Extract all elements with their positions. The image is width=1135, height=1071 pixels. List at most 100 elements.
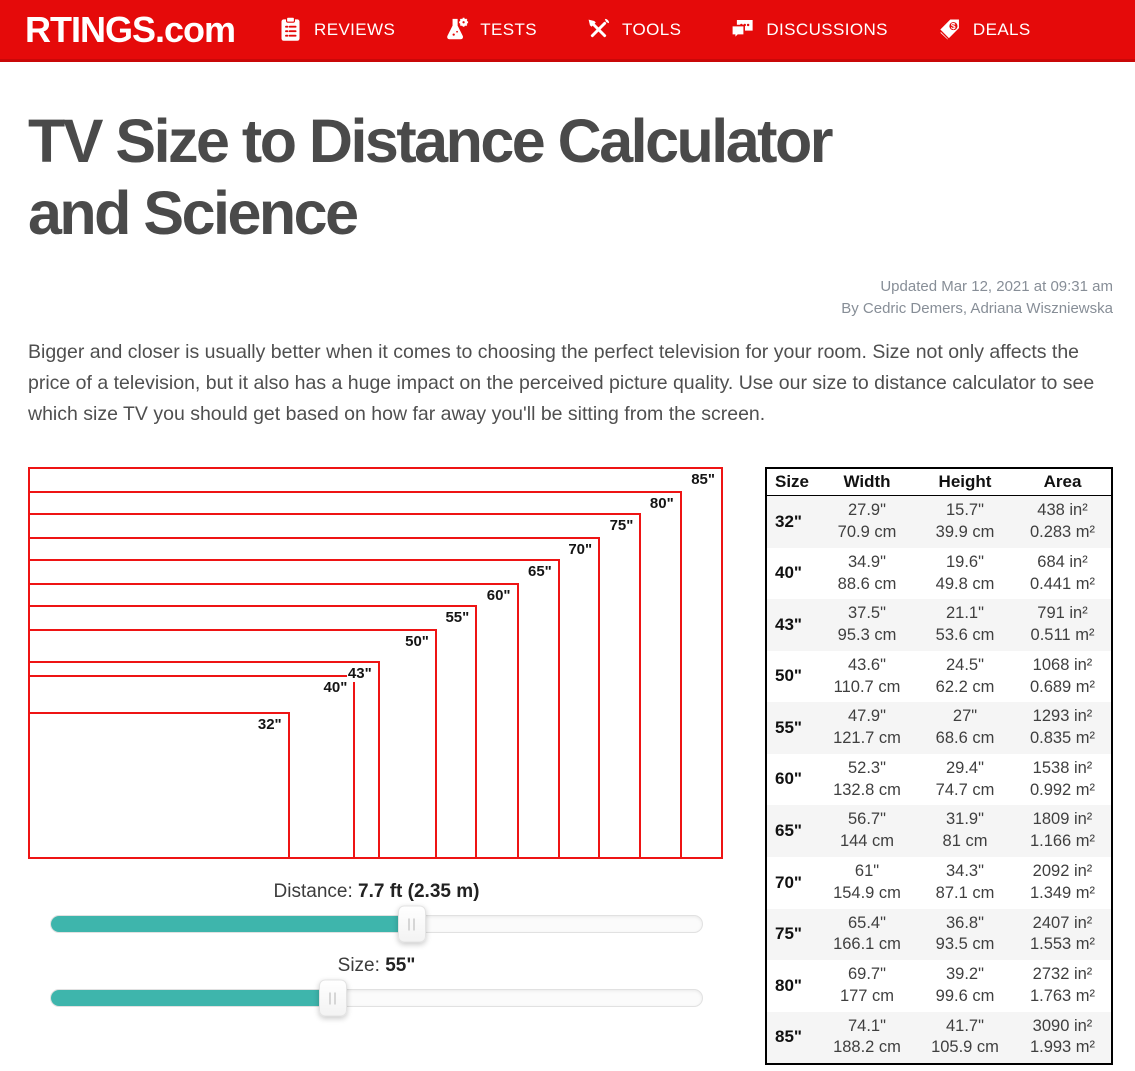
cell-area: 2092 in² 1.349 m²: [1029, 861, 1096, 902]
nav-item-deals[interactable]: $ DEALS: [936, 16, 1031, 43]
table-row: 75" 65.4" 166.1 cm 36.8" 93.5 cm 2407 in² 1.55…: [766, 908, 1112, 961]
table-row: 50" 43.6" 110.7 cm 24.5" 62.2 cm 1068 in² 0.68…: [766, 651, 1112, 703]
table-row: 55" 47.9" 121.7 cm 27" 68.6 cm 1293 in² 0.835 …: [766, 702, 1112, 754]
nav-item-reviews[interactable]: REVIEWS: [277, 16, 395, 43]
tv-rect-label: 80": [648, 494, 675, 513]
cell-height: 34.3" 87.1 cm: [935, 861, 995, 902]
cell-area: 1068 in² 0.689 m²: [1029, 655, 1096, 696]
nav-label: TESTS: [480, 19, 538, 39]
cell-height: 21.1" 53.6 cm: [935, 604, 995, 645]
size-slider-track[interactable]: [50, 979, 703, 1017]
cell-size: 32": [775, 511, 802, 531]
cell-size: 75": [775, 924, 802, 944]
cell-width: 27.9" 70.9 cm: [837, 501, 897, 542]
tv-rect-label: 60": [485, 586, 512, 605]
distance-slider-fill: [51, 916, 412, 933]
nav-label: REVIEWS: [314, 19, 396, 39]
cell-area: 3090 in² 1.993 m²: [1029, 1016, 1096, 1057]
cell-area: 1538 in² 0.992 m²: [1029, 758, 1096, 799]
cell-area: 2407 in² 1.553 m²: [1029, 913, 1096, 954]
column-header-width: Width: [818, 468, 916, 497]
cell-width: 56.7" 144 cm: [839, 810, 895, 851]
distance-slider-block: Distance: 7.7 ft (2.35 m): [50, 881, 703, 943]
column-header-area: Area: [1014, 468, 1112, 497]
cell-width: 52.3" 132.8 cm: [833, 758, 901, 799]
cell-area: 1809 in² 1.166 m²: [1029, 810, 1096, 851]
price-tag-icon: $: [936, 16, 963, 43]
clipboard-icon: [277, 16, 304, 43]
table-body: 32" 27.9" 70.9 cm 15.7" 39.9 cm 438 in² 0.283 …: [766, 495, 1112, 1065]
tv-rect-label: 40": [322, 679, 349, 697]
site-header: RTINGS.com REVIEWS TESTS TOOLS: [0, 0, 1135, 62]
cell-width: 34.9" 88.6 cm: [837, 552, 897, 593]
size-dimensions-table: Size Width Height Area 32" 27.9" 70.9 cm 15.7"…: [765, 467, 1113, 1066]
cell-height: 39.2" 99.6 cm: [935, 965, 995, 1005]
table-row: 43" 37.5" 95.3 cm 21.1" 53.6 cm 791 in² 0.511 …: [766, 599, 1112, 651]
speech-bubbles-icon: [729, 16, 756, 43]
cell-height: 24.5" 62.2 cm: [935, 655, 995, 696]
cell-size: 70": [775, 872, 802, 892]
table-row: 70" 61" 154.9 cm 34.3" 87.1 cm 2092 in² 1.349 …: [766, 857, 1112, 909]
cell-area: 791 in² 0.511 m²: [1030, 604, 1095, 645]
tv-rect-label: 32": [256, 715, 283, 733]
cell-height: 29.4" 74.7 cm: [935, 758, 995, 799]
distance-slider-handle[interactable]: [397, 905, 426, 943]
cell-size: 80": [775, 975, 802, 995]
size-caption: Size: 55": [50, 955, 703, 977]
table-header: Size Width Height Area: [766, 468, 1112, 497]
cell-height: 36.8" 93.5 cm: [935, 913, 995, 954]
cell-width: 47.9" 121.7 cm: [833, 707, 901, 748]
cell-width: 69.7" 177 cm: [839, 965, 895, 1005]
tv-rect-label: 70": [567, 540, 594, 559]
tv-rect-label: 75": [608, 517, 635, 535]
site-logo[interactable]: RTINGS.com: [25, 9, 236, 51]
diagram-column: 85" 80" 75" 70" 65" 60" 55" 50" 43" 40" 32" Distan…: [28, 467, 723, 1017]
cell-area: 438 in² 0.283 m²: [1029, 501, 1096, 542]
distance-caption: Distance: 7.7 ft (2.35 m): [50, 881, 703, 903]
svg-text:$: $: [951, 21, 956, 31]
table-row: 32" 27.9" 70.9 cm 15.7" 39.9 cm 438 in² 0.283 …: [766, 495, 1112, 548]
updated-date: Updated Mar 12, 2021 at 09:31 am: [880, 277, 1113, 295]
cell-width: 74.1" 188.2 cm: [833, 1016, 901, 1057]
byline-block: Updated Mar 12, 2021 at 09:31 am By Cedr…: [28, 276, 1113, 320]
cell-size: 85": [775, 1027, 802, 1047]
tv-rect-label: 65": [527, 563, 553, 581]
size-slider-handle[interactable]: [318, 979, 347, 1017]
size-slider-fill: [51, 990, 333, 1007]
page-title: TV Size to Distance Calculator and Scien…: [28, 107, 833, 247]
tv-rect-label: 43": [346, 664, 373, 683]
cell-area: 1293 in² 0.835 m²: [1029, 707, 1096, 748]
tv-rect-label: 85": [690, 471, 716, 489]
cell-width: 61" 154.9 cm: [833, 861, 901, 902]
cell-width: 65.4" 166.1 cm: [833, 913, 901, 954]
distance-label: Distance:: [273, 881, 359, 903]
cell-height: 27" 68.6 cm: [935, 707, 995, 748]
nav-item-discussions[interactable]: DISCUSSIONS: [729, 16, 888, 43]
distance-value: 7.7 ft (2.35 m): [358, 881, 480, 903]
table-row: 60" 52.3" 132.8 cm 29.4" 74.7 cm 1538 in² 0.99…: [766, 754, 1112, 806]
grip-line: [413, 918, 416, 931]
nav-item-tools[interactable]: TOOLS: [585, 16, 681, 43]
table-row: 65" 56.7" 144 cm 31.9" 81 cm 1809 in² 1.166 m²: [766, 805, 1112, 857]
nav-item-tests[interactable]: TESTS: [443, 16, 537, 43]
size-value: 55": [385, 955, 416, 977]
cell-height: 41.7" 105.9 cm: [931, 1016, 999, 1057]
tv-rect-32: 32": [28, 711, 290, 860]
cell-size: 50": [775, 666, 802, 686]
article-content: TV Size to Distance Calculator and Scien…: [0, 106, 1135, 1066]
cell-size: 65": [775, 821, 802, 840]
grip-line: [334, 992, 337, 1005]
cell-width: 37.5" 95.3 cm: [837, 604, 897, 645]
distance-slider-track[interactable]: [50, 905, 703, 943]
cell-size: 43": [775, 614, 802, 634]
nav-label: DEALS: [972, 19, 1031, 39]
grip-line: [408, 918, 411, 931]
nav-label: DISCUSSIONS: [766, 19, 888, 39]
column-header-height: Height: [916, 468, 1014, 497]
intro-paragraph: Bigger and closer is usually better when…: [28, 341, 1095, 425]
table-row: 40" 34.9" 88.6 cm 19.6" 49.8 cm 684 in² 0.441 …: [766, 548, 1112, 600]
cell-height: 15.7" 39.9 cm: [935, 501, 995, 542]
nav-label: TOOLS: [622, 19, 682, 39]
cell-height: 31.9" 81 cm: [942, 810, 988, 851]
